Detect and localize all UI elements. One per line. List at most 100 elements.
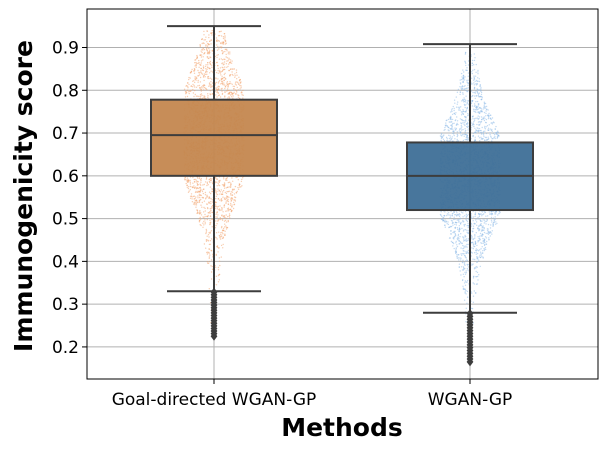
jitter-point — [211, 29, 213, 32]
jitter-point — [458, 220, 460, 222]
jitter-point — [217, 67, 219, 70]
jitter-point — [226, 82, 228, 84]
jitter-point — [481, 138, 484, 140]
jitter-point — [226, 57, 229, 59]
jitter-point — [488, 124, 490, 126]
jitter-point — [224, 219, 227, 222]
jitter-point — [193, 95, 195, 98]
jitter-point — [239, 88, 241, 90]
jitter-point — [196, 57, 199, 59]
jitter-point — [217, 92, 219, 94]
jitter-point — [214, 201, 217, 203]
jitter-point — [218, 180, 220, 182]
jitter-point — [215, 253, 217, 256]
jitter-point — [237, 186, 239, 189]
jitter-point — [198, 218, 200, 220]
jitter-point — [457, 234, 459, 237]
jitter-point — [494, 218, 497, 220]
jitter-point — [196, 182, 198, 184]
jitter-point — [220, 80, 223, 83]
jitter-point — [449, 135, 451, 137]
jitter-point — [484, 107, 486, 110]
jitter-point — [492, 217, 495, 219]
jitter-point — [494, 211, 496, 214]
jitter-point — [462, 77, 465, 79]
jitter-point — [205, 240, 208, 242]
jitter-point — [461, 253, 463, 255]
jitter-point — [454, 119, 456, 122]
jitter-point — [441, 135, 443, 138]
jitter-point — [234, 196, 237, 199]
jitter-point — [199, 224, 201, 226]
jitter-point — [216, 185, 218, 187]
jitter-point — [206, 194, 208, 196]
jitter-point — [202, 65, 205, 67]
jitter-point — [199, 199, 201, 202]
jitter-point — [473, 110, 475, 112]
jitter-point — [464, 129, 467, 132]
jitter-point — [467, 121, 469, 124]
jitter-point — [478, 127, 481, 130]
jitter-point — [474, 80, 476, 83]
jitter-point — [458, 240, 460, 242]
jitter-point — [188, 186, 190, 188]
jitter-point — [474, 234, 476, 236]
jitter-point — [463, 97, 465, 99]
jitter-point — [224, 223, 226, 225]
jitter-point — [200, 86, 203, 88]
jitter-point — [464, 53, 467, 55]
jitter-point — [204, 191, 207, 194]
jitter-point — [233, 88, 235, 90]
jitter-point — [211, 188, 213, 191]
jitter-point — [466, 260, 469, 262]
jitter-point — [211, 93, 214, 95]
jitter-point — [193, 195, 195, 198]
jitter-point — [480, 96, 482, 98]
jitter-point — [195, 59, 197, 61]
jitter-point — [472, 247, 474, 250]
jitter-point — [487, 127, 490, 129]
jitter-point — [455, 129, 457, 131]
jitter-point — [474, 240, 477, 243]
jitter-point — [224, 43, 227, 45]
jitter-point — [472, 244, 475, 246]
jitter-point — [196, 200, 198, 202]
jitter-point — [445, 136, 448, 139]
jitter-point — [484, 125, 486, 128]
jitter-point — [483, 238, 486, 240]
jitter-point — [206, 46, 209, 48]
jitter-point — [475, 249, 477, 252]
jitter-point — [223, 185, 225, 187]
jitter-point — [463, 123, 465, 125]
jitter-point — [466, 268, 469, 270]
jitter-point — [192, 86, 194, 88]
jitter-point — [237, 188, 240, 190]
jitter-point — [193, 80, 195, 82]
jitter-point — [223, 187, 226, 189]
jitter-point — [222, 36, 225, 38]
jitter-point — [464, 116, 466, 118]
jitter-point — [482, 237, 484, 240]
jitter-point — [466, 252, 468, 254]
jitter-point — [189, 185, 192, 188]
jitter-point — [487, 223, 490, 226]
jitter-point — [449, 217, 451, 219]
jitter-point — [221, 92, 224, 95]
jitter-point — [454, 214, 456, 216]
jitter-point — [465, 133, 467, 135]
jitter-point — [203, 74, 205, 77]
jitter-point — [221, 214, 223, 216]
jitter-point — [479, 84, 481, 86]
jitter-point — [217, 46, 219, 48]
jitter-point — [199, 94, 202, 96]
jitter-point — [225, 56, 227, 58]
jitter-point — [220, 256, 222, 258]
jitter-point — [206, 196, 208, 198]
jitter-point — [209, 215, 212, 217]
jitter-point — [188, 190, 190, 192]
jitter-point — [458, 221, 460, 223]
jitter-point — [471, 264, 473, 266]
jitter-point — [444, 226, 446, 228]
jitter-point — [200, 62, 202, 64]
jitter-point — [465, 219, 468, 222]
